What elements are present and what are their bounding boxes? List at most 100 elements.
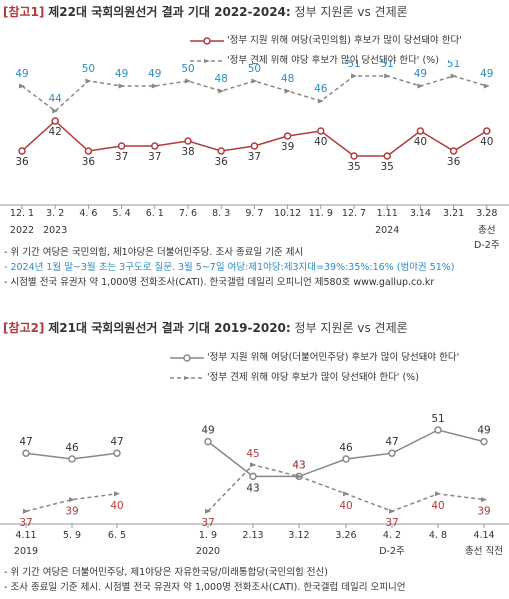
data-label-2-1-3: 37 [201,517,214,529]
tick-label-2-3: 1. 9 [199,530,217,541]
point-1-0-8 [283,132,292,140]
year-label-1-0: 2022 [10,225,34,236]
legend-item-2a: '정부 지원 위해 여당(더불어민주당) 후보가 많이 당선돼야 한다' [170,349,459,363]
chart-title-2: [참고2] 제21대 국회의원선거 결과 기대 2019-2020: 정부 지원… [3,319,408,336]
data-label-2-0-3: 49 [201,425,214,437]
point-1-0-1 [51,117,59,125]
point-1-0-12 [416,127,425,135]
point-2-1-3 [205,508,211,514]
point-1-0-10 [350,152,358,160]
point-1-1-14 [483,83,490,89]
point-1-1-13 [450,73,457,79]
tick-label-2-9: 4.14 [473,530,494,541]
data-label-1-0-9: 40 [314,136,327,148]
note-1-0: - 위 기간 여당은 국민의힘, 제1야당은 더불어민주당. 조사 종료일 기준… [4,247,304,258]
legend-swatch-2b [170,375,204,380]
year-label-2-2: D-2주 [379,546,405,557]
data-label-1-1-6: 48 [215,73,228,85]
tick-label-1-4: 6. 1 [146,208,164,219]
title-text-2: 제21대 국회의원선거 결과 기대 2019-2020: [48,321,291,335]
legend-unit-2: (%) [402,372,419,383]
point-1-1-1 [52,108,59,114]
legend-item-2b: '정부 견제 위해 야당 후보가 많이 당선돼야 한다' (%) [170,369,419,383]
data-label-2-0-2: 47 [110,436,123,448]
data-label-1-0-0: 36 [15,156,29,168]
data-label-2-1-6: 40 [339,500,352,512]
point-1-0-4 [151,142,159,150]
point-1-1-2 [85,78,92,84]
point-2-0-8 [434,426,442,434]
note-1-1: - 2024년 1월 말~3월 초는 3구도로 질문. 3월 5~7일 여당:제… [4,262,455,273]
point-1-1-4 [151,83,158,89]
data-label-2-0-7: 47 [385,436,398,448]
point-1-0-0 [18,147,26,155]
tick-label-2-8: 4. 8 [429,530,447,541]
chart-title-1: [참고1] 제22대 국회의원선거 결과 기대 2022-2024: 정부 지원… [3,3,408,20]
point-1-0-14 [483,127,491,135]
tick-label-1-9: 11. 9 [309,208,333,219]
subtitle-text-2: 정부 지원론 vs 견제론 [294,321,408,335]
data-label-2-1-9: 39 [477,506,490,518]
tick-label-1-6: 8. 3 [212,208,230,219]
data-label-2-0-5: 43 [292,459,305,471]
point-1-0-13 [449,147,458,155]
chart-panel-2: [참고2] 제21대 국회의원선거 결과 기대 2019-2020: 정부 지원… [0,316,509,599]
data-label-1-1-4: 49 [148,68,161,80]
series-line-1-1 [21,75,488,112]
data-label-2-0-1: 46 [65,442,79,454]
legend-swatch-2a [170,353,204,362]
data-label-2-0-4: 43 [246,482,259,494]
extra-label-1-0: D-2주 [474,240,500,251]
ref-label-1: [참고1] [3,5,45,19]
tick-label-1-12: 3.14 [410,208,431,219]
data-label-1-1-7: 50 [248,63,261,75]
data-label-2-1-1: 39 [65,506,78,518]
data-label-1-1-9: 46 [314,83,328,95]
data-label-2-0-6: 46 [339,442,353,454]
data-label-1-0-13: 36 [447,156,461,168]
tick-label-2-2: 6. 5 [108,530,126,541]
tick-label-2-0: 4.11 [15,530,36,541]
tick-label-1-10: 12. 7 [342,208,366,219]
point-2-1-9 [481,497,487,503]
data-label-2-0-9: 49 [477,425,490,437]
data-label-2-0-8: 51 [431,413,444,425]
legend-item-1b: '정부 견제 위해 야당 후보가 많이 당선돼야 한다' (%) [190,52,439,66]
point-2-1-7 [389,508,395,514]
data-label-2-1-5: 43 [292,459,305,471]
series-line-2-1-0 [25,493,118,512]
legend-unit-1: (%) [422,55,439,66]
tick-label-1-5: 7. 6 [179,208,197,219]
tick-label-2-6: 3.26 [335,530,356,541]
data-label-1-1-13: 51 [447,60,460,70]
tick-label-1-7: 9. 7 [245,208,263,219]
legend-item-1a: '정부 지원 위해 여당(국민의힘) 후보가 많이 당선돼야 한다' [190,32,462,46]
chart-plot-1: 12. 1 3. 2 4. 6 5. 4 6. 1 7. 6 8. 3 9. 7 10.12 11… [0,60,509,251]
year-label-1-2: 2024 [375,225,399,236]
subtitle-text-1: 정부 지원론 vs 견제론 [294,5,408,19]
point-2-0-6 [342,455,350,463]
data-label-1-0-7: 37 [248,151,261,163]
data-label-1-0-5: 38 [181,146,194,158]
legend-label-2a: '정부 지원 위해 여당(더불어민주당) 후보가 많이 당선돼야 한다' [207,352,460,363]
point-2-0-9 [480,437,488,446]
data-label-2-1-4: 45 [246,448,259,460]
data-label-2-1-0: 37 [19,517,32,529]
point-2-1-4 [250,462,256,468]
data-label-1-0-3: 37 [115,151,128,163]
data-label-1-1-1: 44 [49,93,63,105]
legend-label-1a: '정부 지원 위해 여당(국민의힘) 후보가 많이 당선돼야 한다' [227,35,462,46]
title-text-1: 제22대 국회의원선거 결과 기대 2022-2024: [48,5,291,19]
point-2-0-1 [68,455,76,463]
point-1-1-11 [384,73,391,79]
point-1-1-9 [317,98,324,104]
tick-label-1-11: 1.11 [377,208,398,219]
point-1-0-9 [317,127,325,135]
chart-plot-2: 4.11 5. 9 6. 5 1. 9 2.13 3.12 3.26 4. 2 4. 8 4.14… [0,413,509,557]
point-1-1-12 [417,83,424,89]
data-label-2-1-8: 40 [431,500,444,512]
data-label-2-1-7: 37 [385,517,398,529]
data-label-2-1-2: 40 [110,500,123,512]
data-label-1-1-5: 50 [181,63,194,75]
data-label-1-0-11: 35 [381,161,394,173]
